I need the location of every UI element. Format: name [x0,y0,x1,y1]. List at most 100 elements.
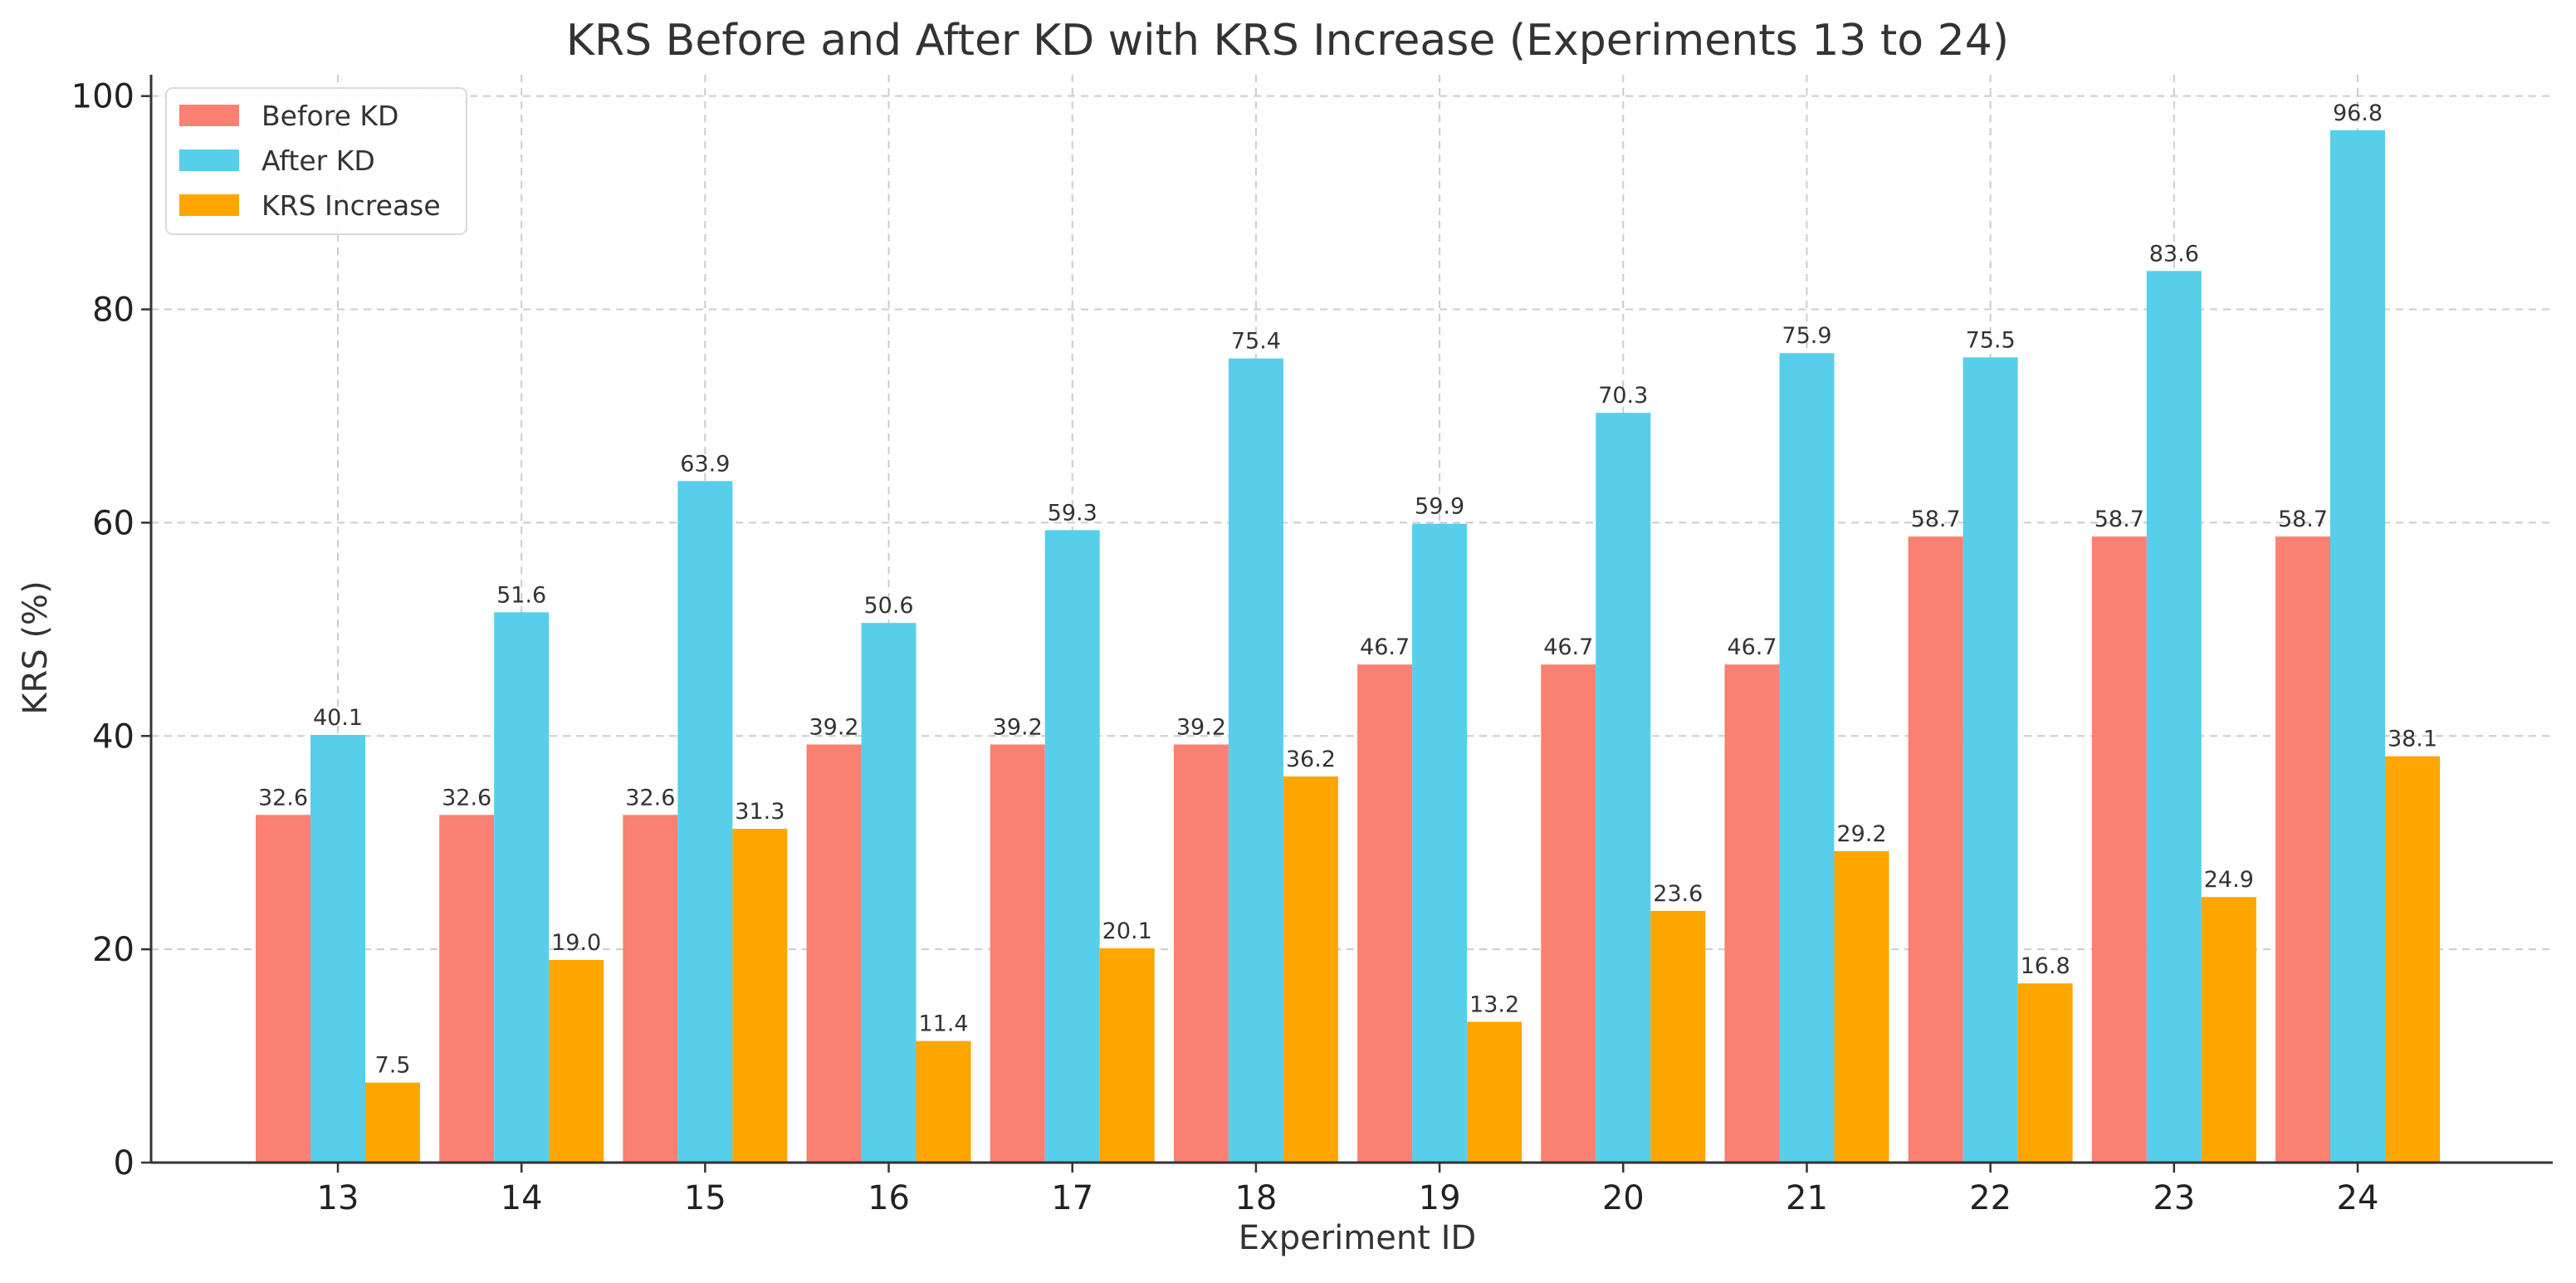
x-axis-ticks: 13 14 15 16 17 18 19 20 21 22 23 24 [317,1163,2379,1217]
legend-label-before-kd: Before KD [262,100,398,132]
bar-krs-increase [916,1041,971,1163]
data-label-before-kd: 39.2 [809,715,858,741]
data-label-before-kd: 32.6 [258,785,308,810]
data-label-krs-increase: 20.1 [1102,918,1152,944]
legend-swatch-before-kd [179,105,239,126]
bar-before-kd [1541,664,1596,1163]
data-label-krs-increase: 38.1 [2388,727,2437,752]
legend-swatch-after-kd [179,149,239,171]
data-label-krs-increase: 11.4 [918,1011,968,1037]
data-label-after-kd: 50.6 [863,593,913,619]
y-tick-label: 60 [92,504,134,542]
data-label-krs-increase: 16.8 [2021,953,2070,979]
y-axis-ticks: 0 20 40 60 80 100 [71,78,151,1183]
axes [149,75,2553,1164]
bar-after-kd [1779,353,1835,1163]
x-tick-label: 21 [1786,1179,1828,1217]
bar-after-kd [1412,523,1468,1163]
bar-krs-increase [365,1082,420,1163]
data-label-before-kd: 32.6 [442,785,491,810]
bar-krs-increase [1650,910,1706,1163]
bars [256,130,2440,1163]
legend: Before KD After KD KRS Increase [165,87,467,235]
bar-after-kd [1228,358,1283,1163]
bar-krs-increase [1099,948,1155,1163]
bar-before-kd [1724,664,1780,1163]
data-label-before-kd: 39.2 [1176,715,1226,741]
data-label-before-kd: 46.7 [1543,634,1593,660]
data-label-after-kd: 70.3 [1598,383,1648,409]
legend-label-after-kd: After KD [262,144,375,177]
data-label-before-kd: 32.6 [625,785,675,810]
bar-krs-increase [1467,1021,1523,1163]
x-tick-label: 17 [1051,1179,1093,1217]
y-tick-label: 100 [71,78,134,116]
bar-krs-increase [2201,897,2256,1163]
bar-krs-increase [2385,756,2440,1163]
data-label-krs-increase: 7.5 [375,1053,411,1079]
bar-after-kd [494,612,550,1163]
legend-swatch-krs-increase [179,194,239,216]
bar-before-kd [990,744,1045,1163]
data-label-after-kd: 59.9 [1415,494,1464,520]
data-label-after-kd: 59.3 [1048,500,1097,526]
bar-after-kd [677,481,733,1163]
data-label-krs-increase: 13.2 [1469,992,1519,1017]
bar-krs-increase [2017,983,2073,1163]
x-tick-label: 24 [2337,1179,2379,1217]
y-axis-label: KRS (%) [17,580,55,714]
data-label-after-kd: 96.8 [2333,100,2383,126]
bar-krs-increase [732,829,788,1163]
x-axis-label: Experiment ID [1239,1219,1476,1257]
data-label-krs-increase: 36.2 [1286,747,1336,772]
bar-after-kd [2330,130,2385,1163]
data-label-before-kd: 46.7 [1727,634,1777,660]
y-tick-label: 20 [92,931,134,969]
y-tick-label: 40 [92,717,134,756]
data-label-after-kd: 83.6 [2149,241,2199,267]
data-label-after-kd: 63.9 [680,451,730,477]
bar-before-kd [1173,744,1229,1163]
x-tick-label: 14 [501,1179,543,1217]
x-tick-label: 13 [317,1179,359,1217]
bar-before-kd [1908,536,1963,1163]
data-label-before-kd: 58.7 [1911,507,1961,532]
bar-before-kd [256,815,310,1163]
data-label-krs-increase: 19.0 [551,930,601,956]
x-tick-label: 18 [1234,1179,1277,1217]
legend-label-krs-increase: KRS Increase [262,189,441,222]
data-labels: 32.6 32.6 32.6 39.2 39.2 39.2 46.7 46.7 46.7 58.7… [258,100,2437,1079]
bar-after-kd [1596,413,1651,1163]
x-tick-label: 20 [1602,1179,1645,1217]
bar-before-kd [439,815,495,1163]
data-label-after-kd: 40.1 [313,705,363,731]
bar-before-kd [806,744,862,1163]
data-label-krs-increase: 31.3 [735,799,785,825]
bar-after-kd [2146,271,2202,1163]
chart-title: KRS Before and After KD with KRS Increas… [566,16,2009,66]
bar-after-kd [1044,530,1100,1163]
data-label-before-kd: 46.7 [1360,634,1410,660]
data-label-after-kd: 75.5 [1966,327,2016,353]
data-label-krs-increase: 23.6 [1653,881,1703,907]
x-tick-label: 23 [2153,1179,2195,1217]
bar-krs-increase [1283,776,1338,1163]
bar-before-kd [2091,536,2147,1163]
bar-before-kd [2275,536,2330,1163]
data-label-after-kd: 51.6 [496,582,546,608]
data-label-before-kd: 58.7 [2095,507,2144,532]
x-tick-label: 22 [1969,1179,2011,1217]
bar-after-kd [1963,357,2018,1163]
x-tick-label: 15 [684,1179,726,1217]
x-tick-label: 19 [1419,1179,1461,1217]
data-label-before-kd: 58.7 [2278,507,2328,532]
y-tick-label: 0 [114,1144,134,1183]
data-label-before-kd: 39.2 [993,715,1043,741]
x-tick-label: 16 [868,1179,910,1217]
bar-krs-increase [549,959,604,1163]
bar-after-kd [861,623,917,1163]
bar-before-kd [1357,664,1413,1163]
bar-after-kd [310,734,365,1163]
